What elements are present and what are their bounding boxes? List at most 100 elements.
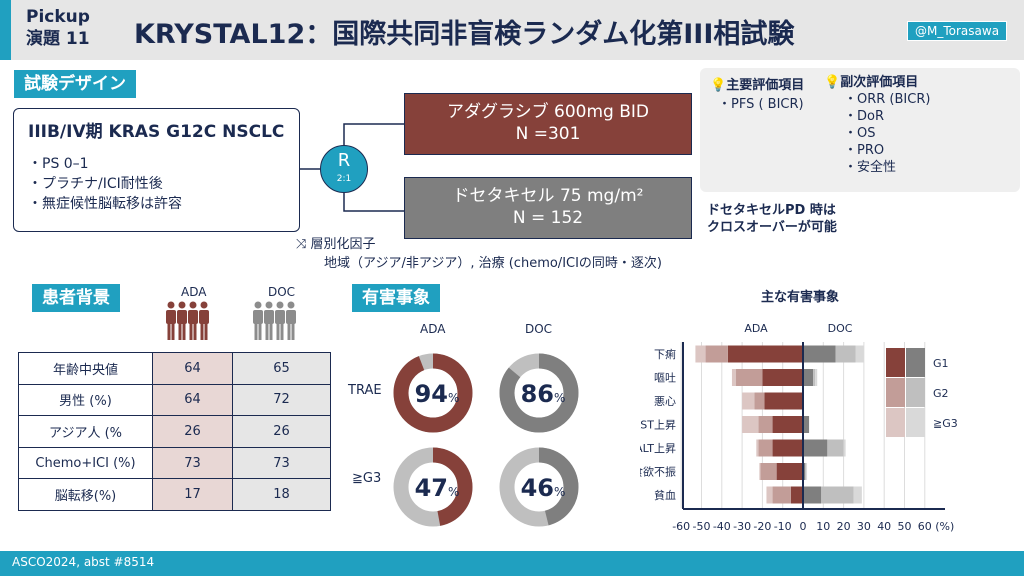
table-row: 年齢中央値 64 65 xyxy=(18,352,331,385)
crossover-1: ドセタキセルPD 時は xyxy=(707,203,836,218)
ada-value: 64 xyxy=(152,352,233,385)
person-icon xyxy=(177,301,187,340)
category-label: 嘔吐 xyxy=(654,372,676,385)
bar-doc-g3 xyxy=(843,439,846,457)
x-tick-label: -20 xyxy=(753,520,771,533)
arm-adagrasib: アダグラシブ 600mg BID N =301 xyxy=(404,93,692,155)
bar-doc-g2 xyxy=(805,463,807,480)
donut-value-arc xyxy=(499,353,579,433)
arm2-n: N = 152 xyxy=(512,208,584,228)
doc-value: 18 xyxy=(232,478,331,511)
person-icon xyxy=(253,301,263,340)
donut-label: 94% xyxy=(415,380,460,408)
bar-ada-g1 xyxy=(790,486,803,504)
section-baseline: 患者背景 xyxy=(32,284,120,312)
chart-left-label: ADA xyxy=(744,322,768,335)
doc-value: 72 xyxy=(232,383,331,417)
bar-doc-g2 xyxy=(827,439,844,457)
row-label: Chemo+ICI (%) xyxy=(18,446,153,480)
legend-swatch-doc xyxy=(906,348,925,377)
doc-value: 65 xyxy=(232,352,331,385)
bar-ada-g2 xyxy=(758,439,773,457)
x-tick-label: -30 xyxy=(733,520,751,533)
section-ae: 有害事象 xyxy=(352,284,440,312)
secondary-2: ・DoR xyxy=(844,109,884,124)
page-title: KRYSTAL12：国際共同非盲検ランダム化第III相試験 xyxy=(134,19,795,50)
x-tick-label: -10 xyxy=(774,520,792,533)
person-icon xyxy=(286,301,296,340)
ae-butterfly-chart: 主な有害事象 ADA DOC -60 -50 -40 -30 -20 -10 0 10 20 30 40 5… xyxy=(640,289,958,533)
row-label: 年齢中央値 xyxy=(18,352,153,385)
header: Pickup 演題 11 KRYSTAL12：国際共同非盲検ランダム化第III相試… xyxy=(0,0,1024,60)
table-row: 男性 (%) 64 72 xyxy=(18,383,331,417)
donut-value-arc xyxy=(499,447,579,527)
lightbulb-icon: 💡 xyxy=(824,75,841,90)
category-label: 食欲不振 xyxy=(640,465,676,479)
people-icons xyxy=(166,301,296,340)
x-tick-label: -50 xyxy=(693,520,711,533)
ada-value: 17 xyxy=(152,478,233,511)
donut-trae_doc: 86% xyxy=(499,353,579,433)
donut-label: 46% xyxy=(521,474,566,502)
x-tick-label: 40 xyxy=(877,520,891,533)
row-label: 男性 (%) xyxy=(18,383,153,417)
bar-ada-g2 xyxy=(705,345,728,363)
bar-doc-g3 xyxy=(815,369,818,386)
author-handle: @M_Torasawa xyxy=(907,21,1008,41)
ae-ada-label: ADA xyxy=(420,322,446,336)
bar-doc-g1 xyxy=(803,345,836,363)
bar-ada-g2 xyxy=(758,416,773,433)
person-icon xyxy=(199,301,209,340)
person-icon xyxy=(188,301,198,340)
bar-doc-g3 xyxy=(853,486,862,504)
crossover-2: クロスオーバーが可能 xyxy=(707,220,837,235)
legend-swatch-doc xyxy=(906,408,925,437)
g3-label: ≧G3 xyxy=(352,471,382,486)
baseline-doc-label: DOC xyxy=(268,285,296,299)
ae-doc-label: DOC xyxy=(525,322,553,336)
bar-ada-g1 xyxy=(772,416,803,433)
donut-value-arc xyxy=(393,447,473,527)
bar-doc-g2 xyxy=(835,345,856,363)
x-tick-label: 50 xyxy=(898,520,912,533)
ada-value: 64 xyxy=(152,383,233,417)
bar-ada-g3 xyxy=(742,392,755,410)
bar-doc-g1 xyxy=(803,463,806,480)
secondary-title: 副次評価項目 xyxy=(840,75,919,90)
x-tick-label: 10 xyxy=(816,520,830,533)
pickup-label: Pickup 演題 11 xyxy=(26,6,90,50)
ada-value: 73 xyxy=(152,446,233,480)
person-icon xyxy=(166,301,176,340)
person-icon xyxy=(275,301,285,340)
category-label: AST上昇 xyxy=(640,419,676,432)
secondary-3: ・OS xyxy=(844,126,876,141)
legend-swatch-doc xyxy=(906,378,925,407)
primary-title: 主要評価項目 xyxy=(726,78,805,93)
donut-value-arc xyxy=(393,353,473,433)
bar-doc-g2 xyxy=(821,486,854,504)
bar-ada-g3 xyxy=(695,345,706,363)
bar-ada-g1 xyxy=(764,392,803,410)
stratification: ⤨ 層別化因子 地域（アジア/非アジア）, 治療 (chemo/ICIの同時・逐… xyxy=(296,233,662,271)
crossover-note: ドセタキセルPD 時は クロスオーバーが可能 xyxy=(707,202,837,236)
x-tick-label: 60 xyxy=(918,520,932,533)
criteria-1: ・PS 0–1 xyxy=(28,156,89,172)
bar-ada-g3 xyxy=(742,416,759,433)
arm-docetaxel: ドセタキセル 75 mg/m² N = 152 xyxy=(404,177,692,239)
primary-1: ・PFS ( BICR) xyxy=(718,97,804,112)
donut-g3_ada: 47% xyxy=(393,447,473,527)
bar-ada-g2 xyxy=(736,369,763,386)
accent-bar xyxy=(0,0,11,60)
doc-value: 26 xyxy=(232,415,331,448)
chart-title: 主な有害事象 xyxy=(761,289,839,305)
secondary-1: ・ORR (BICR) xyxy=(844,92,931,107)
bar-ada-g1 xyxy=(727,345,803,363)
x-tick-label: 20 xyxy=(837,520,851,533)
donut-charts: 94% 86% 47% 46% xyxy=(393,353,579,527)
strat-title: 層別化因子 xyxy=(310,237,376,252)
legend-swatch-ada xyxy=(886,348,905,377)
footer: ASCO2024, abst #8514 xyxy=(0,551,1024,576)
bar-doc-g3 xyxy=(855,345,864,363)
baseline-table: 年齢中央値 64 65 男性 (%) 64 72 アジア人 (% 26 26 Chemo+ICI … xyxy=(18,352,331,511)
donut-label: 47% xyxy=(415,474,460,502)
